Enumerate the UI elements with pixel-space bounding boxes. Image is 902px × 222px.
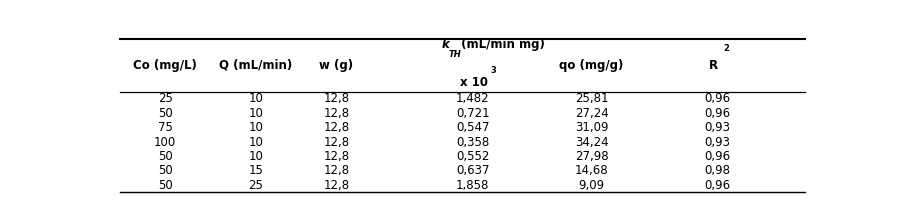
Text: w (g): w (g) — [319, 59, 354, 72]
Text: (mL/min mg): (mL/min mg) — [457, 38, 545, 51]
Text: qo (mg/g): qo (mg/g) — [559, 59, 624, 72]
Text: 2: 2 — [723, 44, 729, 53]
Text: 50: 50 — [158, 107, 172, 120]
Text: 14,68: 14,68 — [575, 164, 609, 177]
Text: 12,8: 12,8 — [324, 121, 349, 134]
Text: 12,8: 12,8 — [324, 150, 349, 163]
Text: 9,09: 9,09 — [578, 179, 604, 192]
Text: 1,858: 1,858 — [456, 179, 490, 192]
Text: 50: 50 — [158, 179, 172, 192]
Text: 25,81: 25,81 — [575, 92, 608, 105]
Text: 12,8: 12,8 — [324, 179, 349, 192]
Text: 0,552: 0,552 — [456, 150, 490, 163]
Text: R: R — [709, 59, 719, 72]
Text: 12,8: 12,8 — [324, 92, 349, 105]
Text: 1,482: 1,482 — [456, 92, 490, 105]
Text: 0,96: 0,96 — [704, 179, 731, 192]
Text: 0,547: 0,547 — [456, 121, 490, 134]
Text: 100: 100 — [154, 135, 176, 149]
Text: 25: 25 — [249, 179, 263, 192]
Text: 0,98: 0,98 — [704, 164, 731, 177]
Text: 12,8: 12,8 — [324, 107, 349, 120]
Text: 0,96: 0,96 — [704, 107, 731, 120]
Text: 31,09: 31,09 — [575, 121, 608, 134]
Text: 0,96: 0,96 — [704, 92, 731, 105]
Text: 34,24: 34,24 — [575, 135, 609, 149]
Text: 25: 25 — [158, 92, 172, 105]
Text: 0,721: 0,721 — [456, 107, 490, 120]
Text: TH: TH — [449, 50, 462, 59]
Text: 12,8: 12,8 — [324, 164, 349, 177]
Text: 15: 15 — [249, 164, 263, 177]
Text: 27,98: 27,98 — [575, 150, 609, 163]
Text: 0,93: 0,93 — [704, 121, 731, 134]
Text: 50: 50 — [158, 150, 172, 163]
Text: x 10: x 10 — [460, 76, 488, 89]
Text: 27,24: 27,24 — [575, 107, 609, 120]
Text: 0,93: 0,93 — [704, 135, 731, 149]
Text: 3: 3 — [491, 66, 496, 75]
Text: 75: 75 — [158, 121, 172, 134]
Text: Co (mg/L): Co (mg/L) — [133, 59, 198, 72]
Text: 10: 10 — [249, 92, 263, 105]
Text: Q (mL/min): Q (mL/min) — [219, 59, 292, 72]
Text: 10: 10 — [249, 121, 263, 134]
Text: 10: 10 — [249, 107, 263, 120]
Text: 10: 10 — [249, 135, 263, 149]
Text: 0,358: 0,358 — [456, 135, 490, 149]
Text: 50: 50 — [158, 164, 172, 177]
Text: 10: 10 — [249, 150, 263, 163]
Text: k: k — [441, 38, 449, 51]
Text: 0,96: 0,96 — [704, 150, 731, 163]
Text: 0,637: 0,637 — [456, 164, 490, 177]
Text: 12,8: 12,8 — [324, 135, 349, 149]
